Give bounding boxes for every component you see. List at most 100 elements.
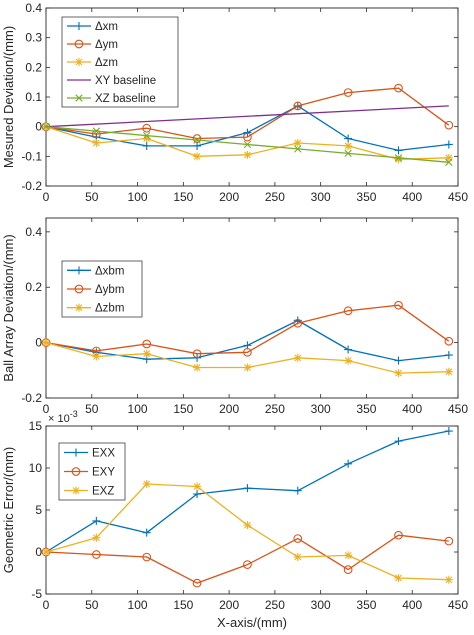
y-tick-label: -0.2 — [21, 179, 42, 193]
series-line-xy-baseline — [45, 105, 449, 128]
y-tick-label: 10 — [29, 461, 43, 475]
y-tick-label: 0 — [35, 120, 42, 134]
x-tick-label: 300 — [311, 598, 331, 612]
data-point-exz — [344, 551, 353, 560]
data-point-xz-baseline — [344, 149, 352, 158]
y-tick-label: 0.4 — [25, 1, 42, 15]
data-point-zbm — [344, 356, 353, 365]
x-tick-label: 450 — [448, 190, 468, 204]
x-tick-label: 50 — [85, 598, 99, 612]
legend-label: Δym — [95, 39, 118, 51]
data-point-ybm — [192, 349, 202, 359]
axes-box — [45, 217, 459, 399]
data-point-ym — [142, 123, 152, 133]
legend-label: Δxbm — [95, 265, 124, 277]
x-tick-label: 200 — [219, 190, 239, 204]
legend-label: EXZ — [92, 486, 114, 498]
legend-label: Δybm — [95, 284, 124, 296]
x-tick-label: 300 — [311, 190, 331, 204]
y-tick-label: 0 — [35, 336, 42, 350]
legend-label: EXY — [92, 467, 115, 479]
data-point-zbm — [394, 369, 403, 378]
x-tick-label: 200 — [219, 402, 239, 416]
series-line-exy — [45, 534, 449, 584]
y-axis-label: Geometric Error/(mm) — [1, 447, 16, 573]
y-axis-label: Ball Array Deviation/(mm) — [1, 234, 16, 381]
data-point-zbm — [293, 353, 302, 362]
x-tick-label: 50 — [85, 190, 99, 204]
y-exponent-label: × 10-3 — [48, 409, 78, 425]
data-point-exz — [193, 482, 202, 491]
data-point-zm — [92, 138, 101, 147]
y-exponent-power: -3 — [70, 409, 78, 419]
data-point-zm — [444, 153, 453, 162]
data-point-exx — [92, 516, 101, 525]
legend: Δxbm Δybm Δzbm — [61, 260, 143, 318]
legend: EXX EXY EXZ — [58, 442, 126, 501]
data-point-exy — [243, 560, 252, 569]
legend-label: Δzm — [95, 57, 118, 69]
data-point-exx — [444, 427, 453, 436]
data-point-exz — [243, 521, 252, 530]
x-axis-label: X-axis/(mm) — [217, 615, 287, 630]
data-point-xbm — [394, 356, 403, 365]
legend-label: XZ baseline — [95, 93, 156, 105]
data-point-xz-baseline — [193, 136, 201, 144]
data-point-xm — [243, 128, 252, 137]
x-tick-label: 350 — [356, 598, 376, 612]
x-tick-label: 400 — [402, 190, 422, 204]
data-point-zm — [142, 134, 151, 143]
x-tick-label: 0 — [43, 190, 50, 204]
x-tick-label: 250 — [265, 190, 285, 204]
data-point-xz-baseline — [143, 131, 151, 140]
data-point-ym — [343, 88, 353, 97]
data-point-ym — [444, 120, 454, 130]
x-tick-label: 150 — [173, 598, 193, 612]
data-point-xz-baseline — [394, 154, 403, 162]
data-point-zbm — [243, 363, 252, 372]
data-point-exx — [193, 490, 202, 499]
y-tick-label: 0.4 — [25, 225, 42, 239]
data-point-xm — [193, 141, 202, 150]
x-tick-label: 450 — [448, 402, 468, 416]
data-point-ybm — [243, 347, 252, 357]
data-point-exz — [293, 553, 302, 562]
data-point-zm — [344, 141, 353, 150]
data-point-xz-baseline — [243, 140, 252, 149]
x-tick-label: 0 — [43, 598, 50, 612]
data-point-exx — [243, 484, 252, 493]
data-point-xm — [344, 134, 353, 143]
data-point-exz — [92, 533, 101, 542]
y-tick-label: 0 — [35, 545, 42, 559]
series-xy-baseline — [45, 105, 449, 128]
data-point-xm — [394, 146, 403, 155]
data-point-xbm — [344, 345, 353, 354]
legend-marker-exz — [72, 486, 80, 495]
y-tick-label: 0.1 — [25, 90, 42, 104]
axes-box — [45, 425, 459, 595]
data-point-zbm — [444, 367, 453, 376]
legend-marker-xz-baseline — [75, 94, 83, 102]
x-tick-label: 0 — [43, 402, 50, 416]
data-point-zbm — [193, 363, 202, 372]
x-tick-label: 100 — [128, 190, 148, 204]
data-point-ym — [92, 129, 101, 139]
data-point-ybm — [444, 336, 454, 346]
x-tick-label: 200 — [219, 598, 239, 612]
data-point-exx — [293, 486, 302, 495]
series-xz-baseline — [42, 122, 453, 166]
data-point-ybm — [293, 318, 303, 328]
data-point-exx — [394, 437, 403, 446]
data-point-exx — [142, 528, 151, 537]
data-point-zm — [243, 150, 252, 159]
series-line-ybm — [45, 304, 450, 355]
legend-marker-xbm — [75, 266, 83, 275]
y-tick-label: 0.3 — [25, 31, 42, 45]
data-point-exx — [344, 459, 353, 468]
data-point-xz-baseline — [42, 122, 50, 131]
data-point-zbm — [142, 349, 151, 358]
x-tick-label: 300 — [311, 402, 331, 416]
data-point-ym — [293, 101, 303, 111]
legend-marker-exx — [72, 448, 80, 457]
